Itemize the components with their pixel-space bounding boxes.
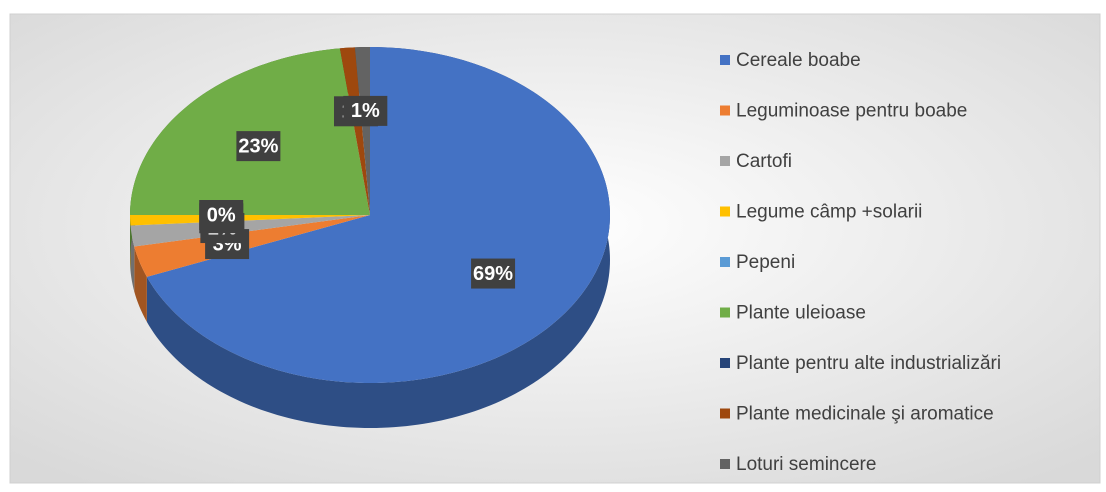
legend-swatch bbox=[720, 358, 730, 368]
legend-swatch bbox=[720, 257, 730, 267]
legend-label: Leguminoase pentru boabe bbox=[736, 101, 967, 122]
legend-swatch bbox=[720, 409, 730, 419]
data-label: 0% bbox=[207, 204, 236, 226]
legend-label: Plante uleioase bbox=[736, 303, 866, 324]
data-label: 23% bbox=[238, 135, 278, 157]
legend-swatch bbox=[720, 156, 730, 166]
legend-label: Loturi semincere bbox=[736, 454, 876, 475]
legend-swatch bbox=[720, 308, 730, 318]
legend-swatch bbox=[720, 55, 730, 65]
data-label: 69% bbox=[473, 263, 513, 285]
legend-swatch bbox=[720, 106, 730, 116]
legend-label: Plante pentru alte industrializări bbox=[736, 353, 1001, 374]
legend-label: Pepeni bbox=[736, 252, 795, 273]
data-label: 1% bbox=[351, 100, 380, 122]
legend-label: Cartofi bbox=[736, 151, 792, 172]
legend-label: Plante medicinale şi aromatice bbox=[736, 404, 994, 425]
legend-label: Cereale boabe bbox=[736, 50, 861, 71]
legend-label: Legume câmp +solarii bbox=[736, 202, 922, 223]
legend-swatch bbox=[720, 207, 730, 217]
legend-swatch bbox=[720, 459, 730, 469]
